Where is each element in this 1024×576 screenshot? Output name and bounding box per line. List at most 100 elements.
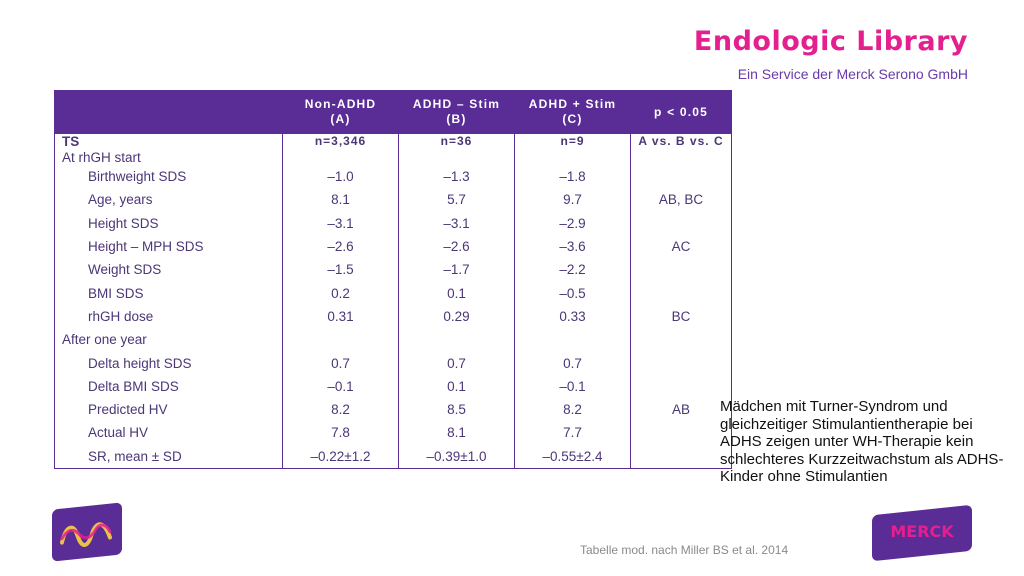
row-value-c: –0.1: [514, 374, 631, 398]
table-row: Birthweight SDS –1.0 –1.3 –1.8: [54, 165, 732, 189]
table-subheader-row: TS At rhGH start n=3,346 n=36 n=9 A vs. B…: [54, 134, 732, 165]
merck-wordmark-logo: MERCK: [872, 504, 972, 562]
row-value-c: –2.9: [514, 211, 631, 235]
table-row: Age, years 8.1 5.7 9.7 AB, BC: [54, 188, 732, 212]
row-value-a: –1.5: [282, 258, 399, 282]
row-label: Delta height SDS: [54, 351, 283, 375]
source-footnote: Tabelle mod. nach Miller BS et al. 2014: [580, 543, 789, 557]
row-pvalue: AB, BC: [630, 188, 732, 212]
header-col-b-label: ADHD – Stim: [412, 97, 501, 111]
row-value-b: 0.29: [398, 304, 515, 329]
table-row: Delta height SDS 0.7 0.7 0.7: [54, 351, 732, 375]
section-label: After one year: [54, 328, 283, 352]
subheader-label-cell: TS At rhGH start: [54, 134, 283, 165]
row-pvalue: [630, 374, 732, 398]
row-value-c: –3.6: [514, 234, 631, 259]
subheader-n-b: n=36: [398, 134, 515, 165]
row-label: Actual HV: [54, 421, 283, 445]
row-value-c: –2.2: [514, 258, 631, 282]
row-pvalue: AC: [630, 234, 732, 259]
row-value-b: –1.3: [398, 165, 515, 189]
table-body-after: Delta height SDS 0.7 0.7 0.7 Delta BMI SDS –0…: [54, 351, 732, 469]
subheader-sublabel: At rhGH start: [62, 150, 141, 165]
table-row: Delta BMI SDS –0.1 0.1 –0.1: [54, 374, 732, 398]
row-label: Delta BMI SDS: [54, 374, 283, 398]
row-value-c: 8.2: [514, 397, 631, 422]
section-empty-b: [398, 328, 515, 352]
row-value-a: 0.7: [282, 351, 399, 375]
row-value-c: 7.7: [514, 421, 631, 445]
header-col-c-label: ADHD + Stim: [528, 97, 617, 111]
row-label: Height SDS: [54, 211, 283, 235]
merck-m-logo-icon: [52, 502, 122, 562]
subheader-n-c: n=9: [514, 134, 631, 165]
header-col-a-label: Non-ADHD: [304, 97, 377, 111]
row-value-a: –0.1: [282, 374, 399, 398]
row-value-b: 5.7: [398, 188, 515, 212]
row-value-c: –1.8: [514, 165, 631, 189]
row-pvalue: [630, 165, 732, 189]
row-value-c: 9.7: [514, 188, 631, 212]
row-pvalue: [630, 258, 732, 282]
row-pvalue: [630, 351, 732, 375]
row-value-a: 8.2: [282, 397, 399, 422]
row-pvalue: [630, 421, 732, 445]
row-label: Birthweight SDS: [54, 165, 283, 189]
table-row: SR, mean ± SD –0.22±1.2 –0.39±1.0 –0.55±2.4: [54, 444, 732, 469]
table-row: Height – MPH SDS –2.6 –2.6 –3.6 AC: [54, 234, 732, 259]
header-col-a-group: (A): [330, 112, 351, 126]
row-value-c: –0.55±2.4: [514, 444, 631, 469]
subheader-label: TS: [62, 134, 80, 149]
section-empty-c: [514, 328, 631, 352]
row-value-b: –0.39±1.0: [398, 444, 515, 469]
brand-subtitle: Ein Service der Merck Serono GmbH: [737, 66, 968, 82]
header-col-a: Non-ADHD (A): [282, 90, 399, 134]
row-value-b: –3.1: [398, 211, 515, 235]
row-value-b: 0.7: [398, 351, 515, 375]
row-value-c: 0.7: [514, 351, 631, 375]
row-label: Age, years: [54, 188, 283, 212]
table-row: rhGH dose 0.31 0.29 0.33 BC: [54, 304, 732, 329]
row-value-a: –2.6: [282, 234, 399, 259]
row-pvalue: [630, 211, 732, 235]
table-header-row: Non-ADHD (A) ADHD – Stim (B) ADHD + Stim (C…: [54, 90, 732, 134]
results-table: Non-ADHD (A) ADHD – Stim (B) ADHD + Stim (C…: [54, 90, 732, 469]
row-value-c: –0.5: [514, 281, 631, 305]
row-pvalue: BC: [630, 304, 732, 329]
header-col-p-label: p < 0.05: [654, 104, 708, 119]
table-row: Weight SDS –1.5 –1.7 –2.2: [54, 258, 732, 282]
brand-title: Endologic Library: [693, 26, 968, 57]
header-col-p: p < 0.05: [630, 90, 732, 134]
row-label: Weight SDS: [54, 258, 283, 282]
table-row: Height SDS –3.1 –3.1 –2.9: [54, 211, 732, 235]
header-col-c: ADHD + Stim (C): [514, 90, 631, 134]
row-label: Predicted HV: [54, 397, 283, 422]
table-row: Actual HV 7.8 8.1 7.7: [54, 421, 732, 445]
row-value-a: 0.2: [282, 281, 399, 305]
row-pvalue: AB: [630, 397, 732, 422]
section-empty-p: [630, 328, 732, 352]
table-body-start: Birthweight SDS –1.0 –1.3 –1.8 Age, years 8.1…: [54, 165, 732, 329]
header-empty-cell: [54, 90, 283, 134]
row-value-a: –1.0: [282, 165, 399, 189]
row-label: rhGH dose: [54, 304, 283, 329]
row-label: SR, mean ± SD: [54, 444, 283, 469]
row-value-a: 0.31: [282, 304, 399, 329]
row-value-b: 0.1: [398, 374, 515, 398]
row-value-a: –0.22±1.2: [282, 444, 399, 469]
conclusion-text: Mädchen mit Turner-Syndrom und gleichzei…: [720, 398, 1004, 485]
row-value-b: 8.5: [398, 397, 515, 422]
table-row: Predicted HV 8.2 8.5 8.2 AB: [54, 397, 732, 422]
section-empty-a: [282, 328, 399, 352]
subheader-n-a: n=3,346: [282, 134, 399, 165]
row-label: BMI SDS: [54, 281, 283, 305]
row-value-b: –1.7: [398, 258, 515, 282]
header-col-c-group: (C): [562, 112, 583, 126]
header-col-b-group: (B): [446, 112, 467, 126]
section-row: After one year: [54, 328, 732, 352]
table-row: BMI SDS 0.2 0.1 –0.5: [54, 281, 732, 305]
row-label: Height – MPH SDS: [54, 234, 283, 259]
row-value-a: 8.1: [282, 188, 399, 212]
row-pvalue: [630, 444, 732, 469]
row-value-c: 0.33: [514, 304, 631, 329]
